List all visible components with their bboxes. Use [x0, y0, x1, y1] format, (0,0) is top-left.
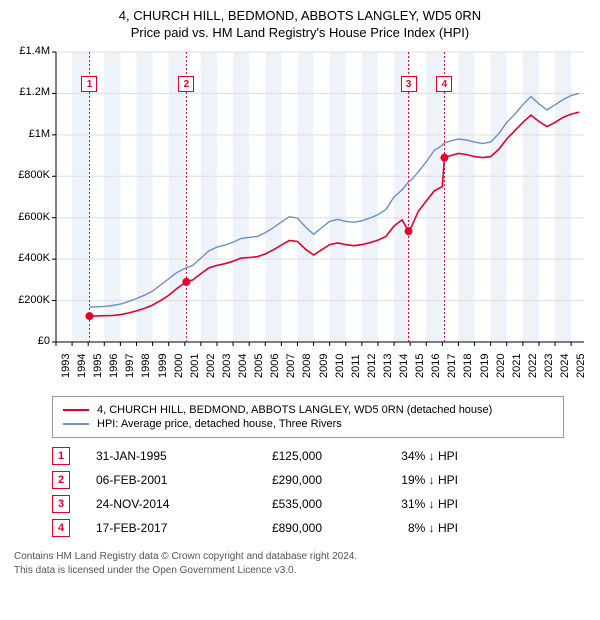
x-axis-label: 1997: [124, 354, 136, 378]
y-axis-label: £1.4M: [10, 45, 50, 57]
x-axis-label: 1995: [92, 354, 104, 378]
x-axis-label: 2019: [479, 354, 491, 378]
x-axis-label: 2024: [559, 354, 571, 378]
legend: 4, CHURCH HILL, BEDMOND, ABBOTS LANGLEY,…: [52, 396, 564, 438]
transaction-marker: 1: [52, 447, 70, 465]
y-axis-label: £600K: [10, 211, 50, 223]
transaction-row: 1 31-JAN-1995 £125,000 34% ↓ HPI: [52, 444, 590, 468]
x-axis-label: 2006: [269, 354, 281, 378]
x-axis-label: 2007: [285, 354, 297, 378]
footer-line-2: This data is licensed under the Open Gov…: [14, 564, 590, 578]
transaction-row: 4 17-FEB-2017 £890,000 8% ↓ HPI: [52, 516, 590, 540]
x-axis-label: 2004: [237, 354, 249, 378]
x-axis-label: 2005: [253, 354, 265, 378]
chart-container: 4, CHURCH HILL, BEDMOND, ABBOTS LANGLEY,…: [0, 0, 600, 587]
chart-marker: 2: [178, 76, 194, 92]
footer-line-1: Contains HM Land Registry data © Crown c…: [14, 550, 590, 564]
transaction-price: £125,000: [232, 449, 322, 463]
x-axis-label: 2018: [462, 354, 474, 378]
x-axis-label: 2021: [511, 354, 523, 378]
chart-marker: 3: [401, 76, 417, 92]
y-axis-label: £800K: [10, 169, 50, 181]
legend-label: 4, CHURCH HILL, BEDMOND, ABBOTS LANGLEY,…: [97, 404, 492, 416]
x-axis-label: 2020: [495, 354, 507, 378]
y-axis-label: £0: [10, 335, 50, 347]
x-axis-label: 2025: [575, 354, 587, 378]
x-axis-label: 2022: [527, 354, 539, 378]
transaction-marker: 2: [52, 471, 70, 489]
transaction-diff: 34% ↓ HPI: [348, 449, 458, 463]
transaction-marker: 4: [52, 519, 70, 537]
transaction-diff: 31% ↓ HPI: [348, 497, 458, 511]
x-axis-label: 2014: [398, 354, 410, 378]
x-axis-label: 2013: [382, 354, 394, 378]
transaction-price: £535,000: [232, 497, 322, 511]
legend-item: 4, CHURCH HILL, BEDMOND, ABBOTS LANGLEY,…: [63, 403, 553, 417]
transaction-date: 06-FEB-2001: [96, 473, 206, 487]
x-axis-label: 2010: [334, 354, 346, 378]
transaction-price: £290,000: [232, 473, 322, 487]
x-axis-label: 2002: [205, 354, 217, 378]
y-axis-label: £200K: [10, 294, 50, 306]
x-axis-label: 2003: [221, 354, 233, 378]
y-axis-label: £1.2M: [10, 86, 50, 98]
transactions-table: 1 31-JAN-1995 £125,000 34% ↓ HPI 2 06-FEB-200…: [52, 444, 590, 540]
y-axis-label: £1M: [10, 128, 50, 140]
transaction-diff: 8% ↓ HPI: [348, 521, 458, 535]
y-axis-label: £400K: [10, 252, 50, 264]
x-axis-label: 2001: [189, 354, 201, 378]
chart-area: £0 £200K £400K £600K £800K £1M £1.2M £1.4M 1993…: [10, 48, 590, 388]
x-axis-label: 2011: [350, 354, 362, 378]
x-axis-label: 1993: [60, 354, 72, 378]
transaction-date: 24-NOV-2014: [96, 497, 206, 511]
legend-item: HPI: Average price, detached house, Thre…: [63, 417, 553, 431]
legend-swatch: [63, 423, 89, 425]
x-axis-label: 1994: [76, 354, 88, 378]
legend-label: HPI: Average price, detached house, Thre…: [97, 418, 342, 430]
chart-title: 4, CHURCH HILL, BEDMOND, ABBOTS LANGLEY,…: [10, 8, 590, 23]
x-axis-label: 2017: [446, 354, 458, 378]
transaction-diff: 19% ↓ HPI: [348, 473, 458, 487]
chart-svg: [10, 48, 590, 388]
x-axis-label: 1998: [140, 354, 152, 378]
transaction-date: 31-JAN-1995: [96, 449, 206, 463]
transaction-marker: 3: [52, 495, 70, 513]
x-axis-label: 2000: [173, 354, 185, 378]
x-axis-label: 2023: [543, 354, 555, 378]
transaction-date: 17-FEB-2017: [96, 521, 206, 535]
legend-swatch: [63, 409, 89, 411]
transaction-price: £890,000: [232, 521, 322, 535]
x-axis-label: 1996: [108, 354, 120, 378]
chart-marker: 4: [436, 76, 452, 92]
x-axis-label: 2008: [301, 354, 313, 378]
x-axis-label: 2009: [318, 354, 330, 378]
x-axis-label: 2016: [430, 354, 442, 378]
transaction-row: 2 06-FEB-2001 £290,000 19% ↓ HPI: [52, 468, 590, 492]
x-axis-label: 1999: [157, 354, 169, 378]
x-axis-label: 2012: [366, 354, 378, 378]
chart-subtitle: Price paid vs. HM Land Registry's House …: [10, 25, 590, 40]
transaction-row: 3 24-NOV-2014 £535,000 31% ↓ HPI: [52, 492, 590, 516]
chart-marker: 1: [81, 76, 97, 92]
footer-text: Contains HM Land Registry data © Crown c…: [14, 550, 590, 577]
x-axis-label: 2015: [414, 354, 426, 378]
